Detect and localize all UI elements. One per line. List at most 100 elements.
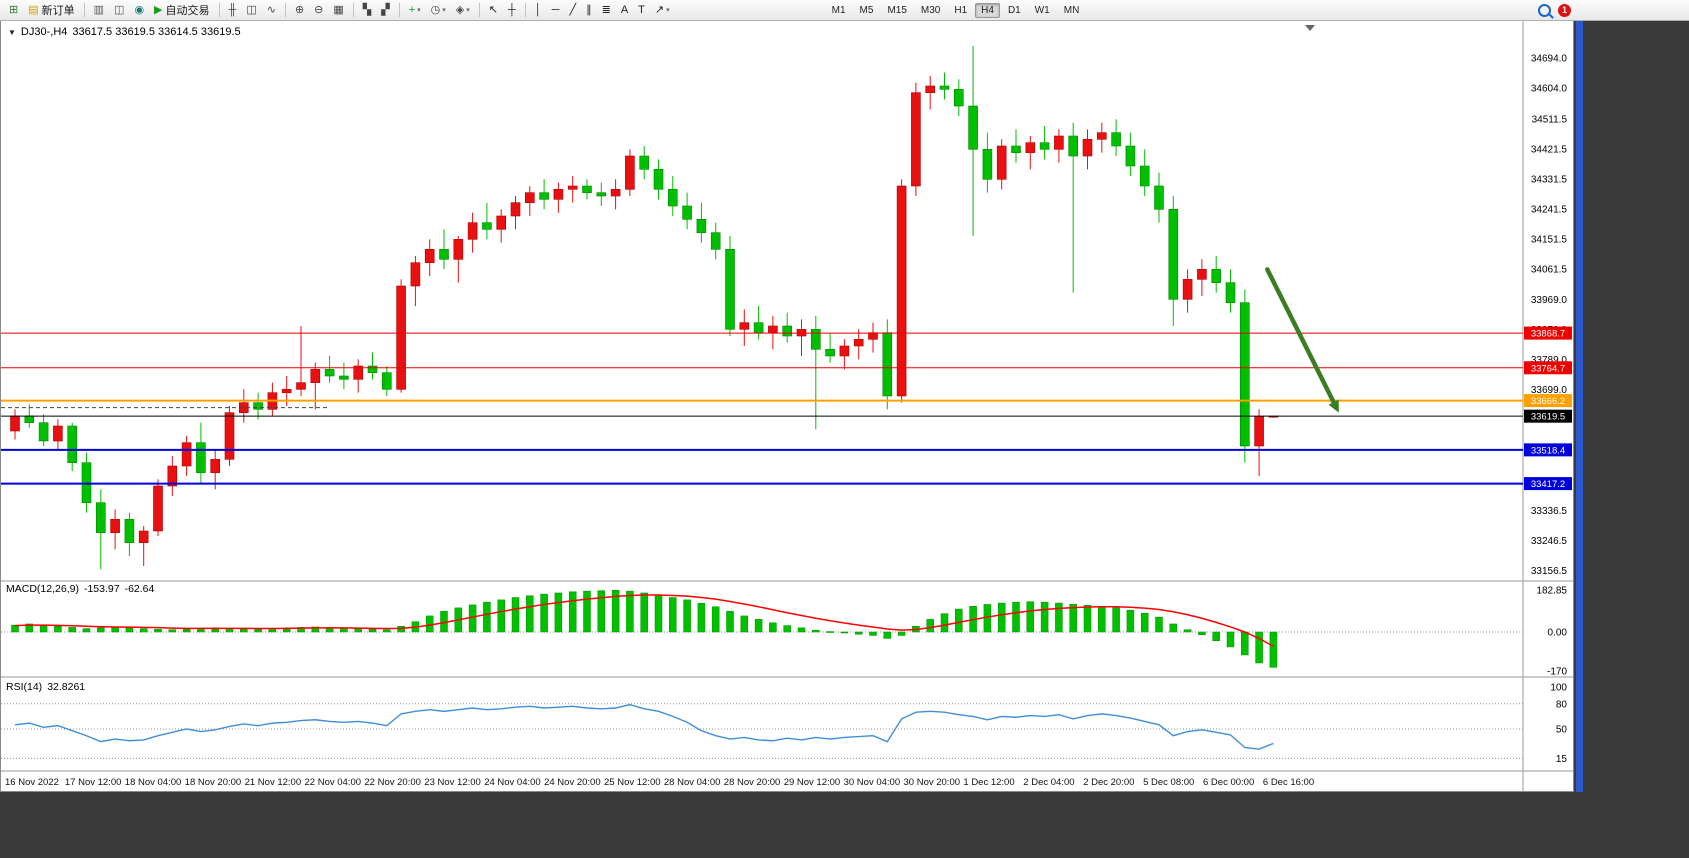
window-edge-strip: [1576, 20, 1583, 792]
price-axis-label: 33336.5: [1531, 506, 1568, 517]
candle-body: [353, 365, 364, 380]
auto-trading-button[interactable]: ▶ 自动交易: [150, 0, 213, 20]
timeframe-h4-button[interactable]: H4: [975, 2, 1000, 18]
fibonacci-button[interactable]: ≣: [598, 0, 615, 20]
macd-histogram-bar: [1069, 603, 1077, 633]
timeframe-m5-button[interactable]: M5: [859, 4, 874, 16]
price-axis-label: 34694.0: [1531, 54, 1568, 65]
time-label: 5 Dec 08:00: [1143, 777, 1194, 788]
candle-body: [281, 389, 292, 393]
cursor-button[interactable]: ↖: [485, 0, 502, 20]
navigator-button[interactable]: ◉: [130, 0, 148, 20]
chart-canvas[interactable]: 34694.0 34604.0 34511.5 34421.5 34331.5 34241…: [1, 21, 1573, 791]
chart-window[interactable]: 34694.0 34604.0 34511.5 34421.5 34331.5 34241…: [0, 20, 1574, 792]
candle-body: [839, 345, 850, 357]
toolbar-separator: [352, 3, 354, 17]
macd-histogram-bar: [368, 628, 377, 633]
arrows-tool-icon: ↗: [654, 4, 665, 16]
timeframe-m1-button[interactable]: M1: [831, 4, 846, 16]
data-window-button[interactable]: ◫: [110, 0, 128, 20]
price-axis-label: 34331.5: [1531, 174, 1568, 185]
zoom-in-button[interactable]: ⊕: [291, 0, 308, 20]
collapse-arrow-icon[interactable]: ▼: [8, 27, 16, 37]
timeframe-d1-button[interactable]: D1: [1007, 4, 1021, 16]
candle-body: [181, 442, 192, 467]
price-tag: [1524, 394, 1572, 408]
new-order-label: 新订单: [41, 5, 75, 17]
line-chart-button[interactable]: ∿: [263, 0, 280, 20]
time-label: 17 Nov 12:00: [65, 777, 122, 788]
candle-body: [639, 155, 650, 170]
navigator-icon: ◉: [134, 4, 145, 16]
price-axis-label: 33156.5: [1531, 566, 1568, 577]
vertical-line-button[interactable]: │: [531, 0, 546, 20]
dropdown-arrow-icon: ▾: [666, 7, 670, 14]
template-selector-button[interactable]: ◈ ▾: [452, 0, 474, 20]
candle-body: [782, 325, 793, 337]
crosshair-icon: ┼: [508, 4, 516, 16]
horizontal-line-button[interactable]: ─: [548, 0, 564, 20]
candle-body: [96, 502, 106, 533]
timeframe-h1-button[interactable]: H1: [954, 4, 968, 16]
toolbar-separator: [218, 3, 220, 17]
vertical-line-icon: │: [534, 4, 542, 16]
timeframe-m30-button[interactable]: M30: [920, 4, 941, 16]
add-indicator-button[interactable]: + ▾: [405, 0, 425, 20]
period-selector-button[interactable]: ◷ ▾: [427, 0, 450, 20]
trend-arrow-head[interactable]: [1328, 399, 1339, 413]
equidistant-channel-button[interactable]: ∥: [582, 0, 596, 20]
candle-body: [124, 519, 135, 543]
trend-arrow-line[interactable]: [1265, 267, 1338, 409]
new-chart-button[interactable]: ⊞: [5, 0, 22, 20]
crosshair-button[interactable]: ┼: [504, 0, 520, 20]
price-tag: [1524, 443, 1572, 457]
market-watch-icon: ▥: [93, 4, 105, 16]
timeframe-m15-button[interactable]: M15: [887, 4, 907, 16]
candle-body: [753, 322, 764, 333]
candle-body: [1211, 269, 1221, 283]
time-label: 24 Nov 20:00: [544, 777, 601, 788]
text-label-button[interactable]: T: [634, 0, 649, 20]
zoom-out-button[interactable]: ⊖: [310, 0, 327, 20]
macd-histogram-bar: [711, 606, 720, 633]
auto-arrange-button[interactable]: ▚: [359, 0, 375, 20]
candlestick-chart-button[interactable]: ◫: [242, 0, 260, 20]
dropdown-arrow-icon: ▾: [442, 7, 446, 14]
candle-body: [625, 155, 635, 190]
text-button[interactable]: A: [617, 0, 632, 20]
macd-histogram-bar: [1269, 631, 1278, 668]
notification-badge[interactable]: 1: [1558, 3, 1571, 17]
trendline-button[interactable]: ╱: [565, 0, 580, 20]
bar-chart-button[interactable]: ╫: [225, 0, 241, 20]
arrows-tool-button[interactable]: ↗ ▾: [651, 0, 674, 20]
macd-histogram-bar: [254, 628, 262, 633]
search-icon[interactable]: [1538, 3, 1551, 17]
macd-histogram-bar: [39, 624, 48, 633]
macd-histogram-bar: [697, 603, 706, 633]
new-order-icon: ▤: [28, 4, 39, 16]
time-label: 6 Dec 16:00: [1263, 777, 1314, 788]
candle-body: [825, 349, 835, 357]
timeframe-w1-button[interactable]: W1: [1034, 4, 1050, 16]
time-label: 28 Nov 04:00: [664, 777, 721, 788]
candle-body: [768, 325, 778, 333]
candle-body: [1197, 269, 1207, 280]
fibonacci-icon: ≣: [601, 4, 611, 16]
candle-body: [210, 459, 220, 473]
market-watch-button[interactable]: ▥: [90, 0, 108, 20]
price-tag-text: 33417.2: [1531, 479, 1565, 490]
candle-body: [968, 105, 978, 150]
macd-histogram-bar: [940, 613, 949, 633]
candle-body: [467, 222, 478, 240]
equidistant-channel-icon: ∥: [586, 4, 592, 16]
chart-shift-button[interactable]: ▞: [377, 0, 393, 20]
tile-windows-button[interactable]: ▦: [329, 0, 347, 20]
new-order-button[interactable]: ▤ 新订单: [24, 0, 78, 20]
chart-shift-marker[interactable]: [1305, 25, 1315, 31]
macd-histogram-bar: [311, 626, 320, 633]
macd-histogram-bar: [354, 628, 362, 633]
timeframe-mn-button[interactable]: MN: [1063, 4, 1080, 16]
candle-body: [510, 202, 521, 217]
candle-body: [939, 85, 950, 90]
price-tag: [1524, 477, 1572, 491]
